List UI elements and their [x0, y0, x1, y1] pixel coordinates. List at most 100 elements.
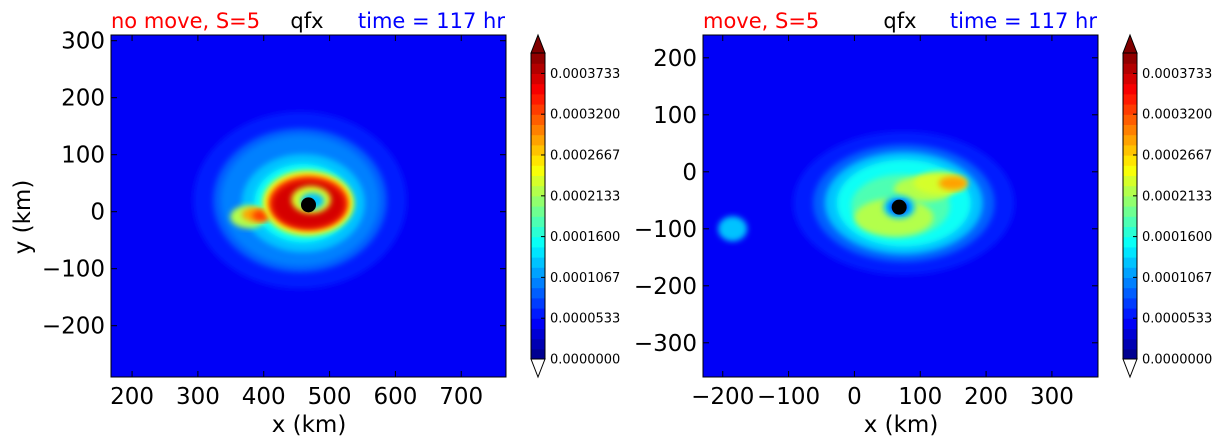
y-tick-label: −300 [634, 331, 697, 357]
colorbar-right: 0.0003733 0.0003200 0.0002667 0.0002133 0.00… [1122, 33, 1212, 379]
plot-frame [702, 34, 1099, 378]
colorbar-tick-label: 0.0000000 [1142, 353, 1212, 368]
colorbar-level [1123, 338, 1137, 350]
title-right: time = 117 hr [358, 9, 505, 33]
qfx-hotspot [938, 176, 968, 191]
colorbar-level [1123, 93, 1137, 105]
colorbar-frame [530, 52, 546, 360]
colorbar-tick-label: 0.0003733 [1142, 67, 1212, 82]
colorbar-level [531, 165, 545, 176]
plot-area [702, 34, 1099, 378]
x-axis-ticks: 200 300 400 500 600 700 [110, 35, 483, 410]
colorbar-level [1123, 206, 1137, 217]
colorbar-level [1123, 63, 1137, 74]
colorbar-tick-label: 0.0001600 [550, 230, 620, 245]
colorbar-tick-label: 0.0002667 [1142, 148, 1212, 163]
qfx-field [193, 111, 407, 289]
title-left: move, S=5 [703, 9, 819, 33]
title-left: no move, S=5 [111, 9, 260, 33]
panel-no-move: 200 300 400 500 600 700 −200 −100 0 100 200 300 no… [10, 9, 507, 438]
colorbar-level [1123, 216, 1137, 227]
colorbar-extend-max [1122, 33, 1138, 54]
x-tick-label: 500 [308, 384, 352, 410]
storm-center-marker [301, 197, 316, 213]
colorbar-level [1123, 257, 1137, 268]
colorbar-level [531, 73, 545, 85]
qfx-blob [718, 216, 748, 242]
colorbar-level [1123, 134, 1137, 146]
colorbar-level [531, 63, 545, 74]
x-axis-ticks: −200 −100 0 100 200 300 [691, 35, 1074, 410]
colorbar-level [531, 185, 545, 197]
y-tick-label: 100 [653, 103, 697, 129]
colorbar-tick-label: 0.0003200 [1142, 108, 1212, 123]
colorbar-level [1123, 287, 1137, 299]
colorbar-level [531, 206, 545, 217]
colorbar-level [1123, 348, 1137, 360]
colorbar-level [1123, 226, 1137, 238]
storm-center-marker [891, 199, 907, 215]
colorbar-level [531, 104, 545, 115]
colorbar-level [531, 328, 545, 340]
x-tick-label: 200 [110, 384, 154, 410]
colorbar-level [1123, 267, 1137, 278]
plot-frame [110, 34, 507, 378]
colorbar-level [531, 124, 545, 136]
colorbar-level [1123, 185, 1137, 197]
colorbar-level [531, 93, 545, 105]
colorbar-level [531, 236, 545, 248]
x-axis-label: x (km) [272, 412, 347, 438]
colorbar-level [531, 287, 545, 299]
y-tick-label: 200 [653, 46, 697, 72]
x-tick-label: 100 [898, 384, 942, 410]
colorbar-level [1123, 328, 1137, 340]
y-tick-label: −100 [42, 257, 105, 283]
colorbar-level [531, 226, 545, 238]
colorbar-tick-label: 0.0000000 [550, 353, 620, 368]
colorbar-tick-label: 0.0001067 [550, 271, 620, 286]
colorbar-level [531, 114, 545, 125]
colorbar-level [1123, 155, 1137, 166]
colorbar-level [1123, 114, 1137, 125]
colorbar-level [531, 216, 545, 227]
colorbar-extend-min [530, 358, 546, 379]
x-tick-label: 0 [847, 384, 862, 410]
x-tick-label: −100 [757, 384, 820, 410]
colorbar-level [531, 267, 545, 278]
colorbar-level [531, 83, 545, 95]
colorbar-level [1123, 165, 1137, 176]
colorbar-tick-label: 0.0003733 [550, 67, 620, 82]
colorbar-level [1123, 236, 1137, 248]
colorbar-level [531, 175, 545, 187]
colorbar-level [1123, 308, 1137, 319]
y-tick-label: −100 [634, 217, 697, 243]
y-tick-label: 200 [61, 86, 105, 112]
colorbar-level [1123, 73, 1137, 85]
colorbar-left: 0.0003733 0.0003200 0.0002667 0.0002133 0.00… [530, 33, 620, 379]
colorbar-level [1123, 175, 1137, 187]
colorbar-extend-max [530, 33, 546, 54]
colorbar-level [531, 308, 545, 319]
colorbar-level [531, 257, 545, 268]
colorbar-level [531, 277, 545, 289]
colorbar-tick-label: 0.0002133 [550, 189, 620, 204]
colorbar-level [531, 297, 545, 309]
x-tick-label: 600 [373, 384, 417, 410]
colorbar-level [531, 134, 545, 146]
y-axis-ticks: −200 −100 0 100 200 300 [42, 29, 506, 340]
colorbar-level [531, 338, 545, 350]
x-tick-label: 200 [964, 384, 1008, 410]
y-tick-label: −200 [42, 314, 105, 340]
colorbar-tick-label: 0.0000533 [550, 312, 620, 327]
colorbar-level [1123, 318, 1137, 329]
colorbar-tick-label: 0.0000533 [1142, 312, 1212, 327]
x-tick-label: 400 [242, 384, 286, 410]
y-tick-label: 0 [682, 160, 697, 186]
x-tick-label: 300 [1030, 384, 1074, 410]
plot-area [110, 34, 507, 378]
y-tick-label: 100 [61, 143, 105, 169]
colorbar-level [1123, 144, 1137, 156]
y-tick-label: 300 [61, 29, 105, 55]
